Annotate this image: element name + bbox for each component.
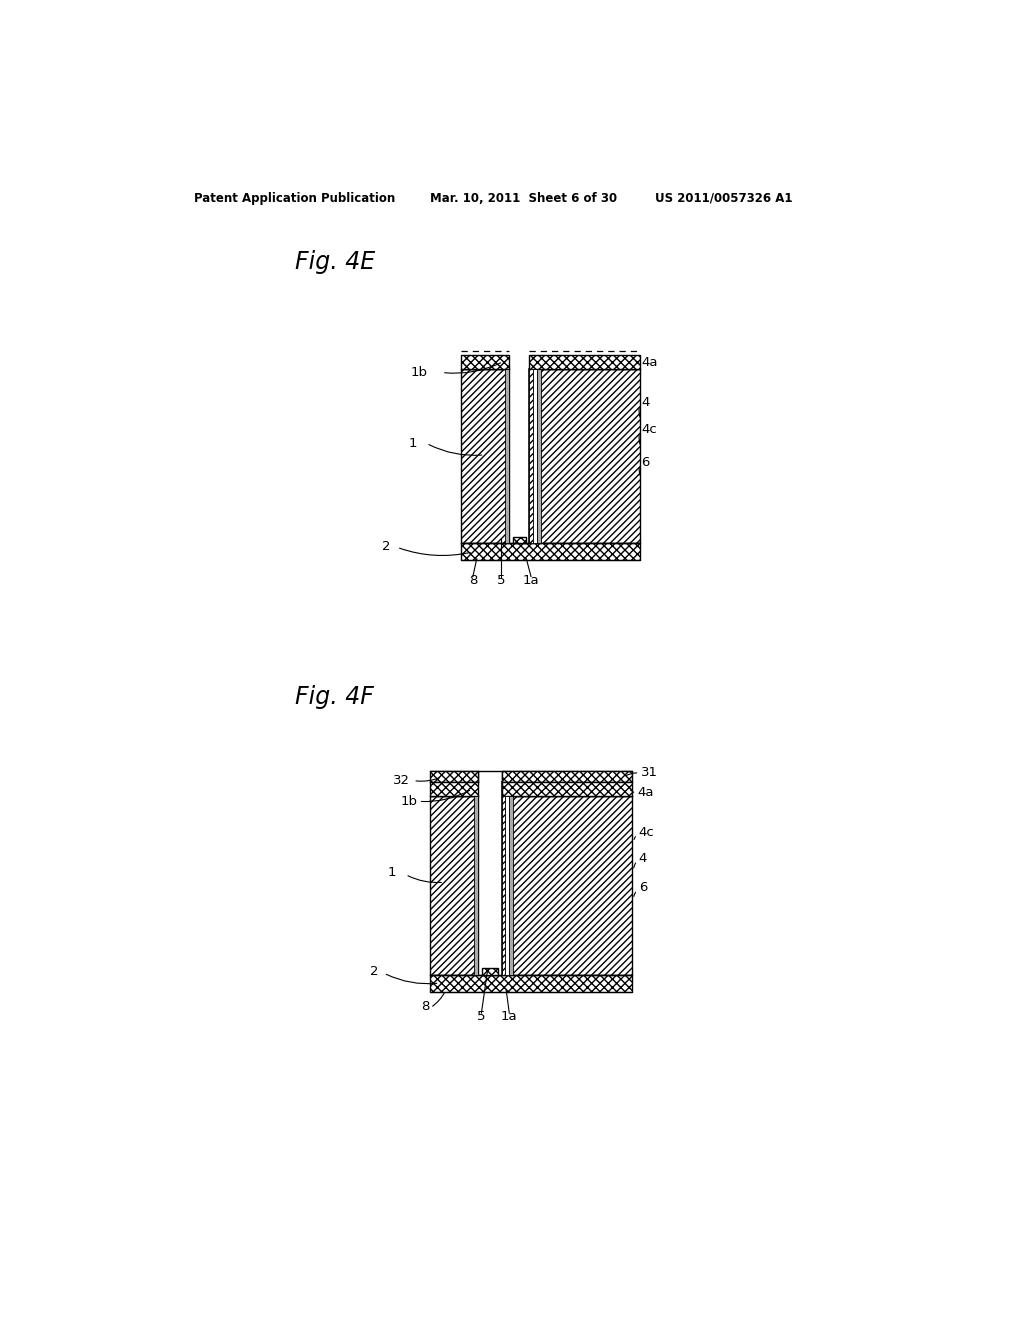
Text: 1: 1	[409, 437, 417, 450]
Text: 1a: 1a	[522, 574, 540, 587]
Text: 31: 31	[641, 767, 658, 779]
Bar	[461, 355, 509, 368]
Bar	[529, 368, 640, 544]
Bar	[482, 969, 498, 974]
Text: 8: 8	[469, 574, 477, 587]
Text: 1a: 1a	[501, 1010, 517, 1023]
Text: 2: 2	[382, 540, 391, 553]
Text: 5: 5	[477, 1010, 485, 1023]
Bar	[506, 368, 509, 544]
Text: 4c: 4c	[639, 825, 654, 838]
Bar	[529, 355, 640, 368]
Text: 6: 6	[639, 880, 647, 894]
Bar	[502, 781, 632, 796]
Text: US 2011/0057326 A1: US 2011/0057326 A1	[655, 191, 793, 205]
Bar	[509, 796, 513, 974]
Text: 4a: 4a	[641, 356, 657, 370]
Text: 1b: 1b	[411, 366, 428, 379]
Text: 1b: 1b	[400, 795, 418, 808]
Text: Patent Application Publication: Patent Application Publication	[194, 191, 395, 205]
Text: 8: 8	[421, 999, 429, 1012]
Bar	[534, 368, 538, 544]
Bar	[502, 771, 632, 781]
Text: 4: 4	[641, 396, 649, 409]
Text: Fig. 4E: Fig. 4E	[295, 251, 375, 275]
Text: 1: 1	[388, 866, 396, 879]
Bar	[506, 796, 509, 974]
Bar	[502, 796, 506, 974]
Bar	[502, 796, 632, 974]
Bar	[474, 796, 478, 974]
Text: 4a: 4a	[637, 785, 653, 799]
Text: 5: 5	[497, 574, 505, 587]
Text: 2: 2	[370, 965, 378, 978]
Text: Mar. 10, 2011  Sheet 6 of 30: Mar. 10, 2011 Sheet 6 of 30	[430, 191, 617, 205]
Bar	[430, 781, 478, 796]
Text: Fig. 4F: Fig. 4F	[295, 685, 374, 709]
Bar	[430, 796, 478, 974]
Bar	[538, 368, 541, 544]
Bar	[529, 368, 534, 544]
Bar	[430, 974, 632, 991]
Text: 4: 4	[639, 851, 647, 865]
Text: 6: 6	[641, 455, 649, 469]
Bar	[461, 368, 509, 544]
Text: 4c: 4c	[641, 422, 656, 436]
Bar	[513, 537, 525, 544]
Text: 32: 32	[393, 774, 410, 787]
Bar	[430, 771, 478, 781]
Bar	[461, 544, 640, 561]
